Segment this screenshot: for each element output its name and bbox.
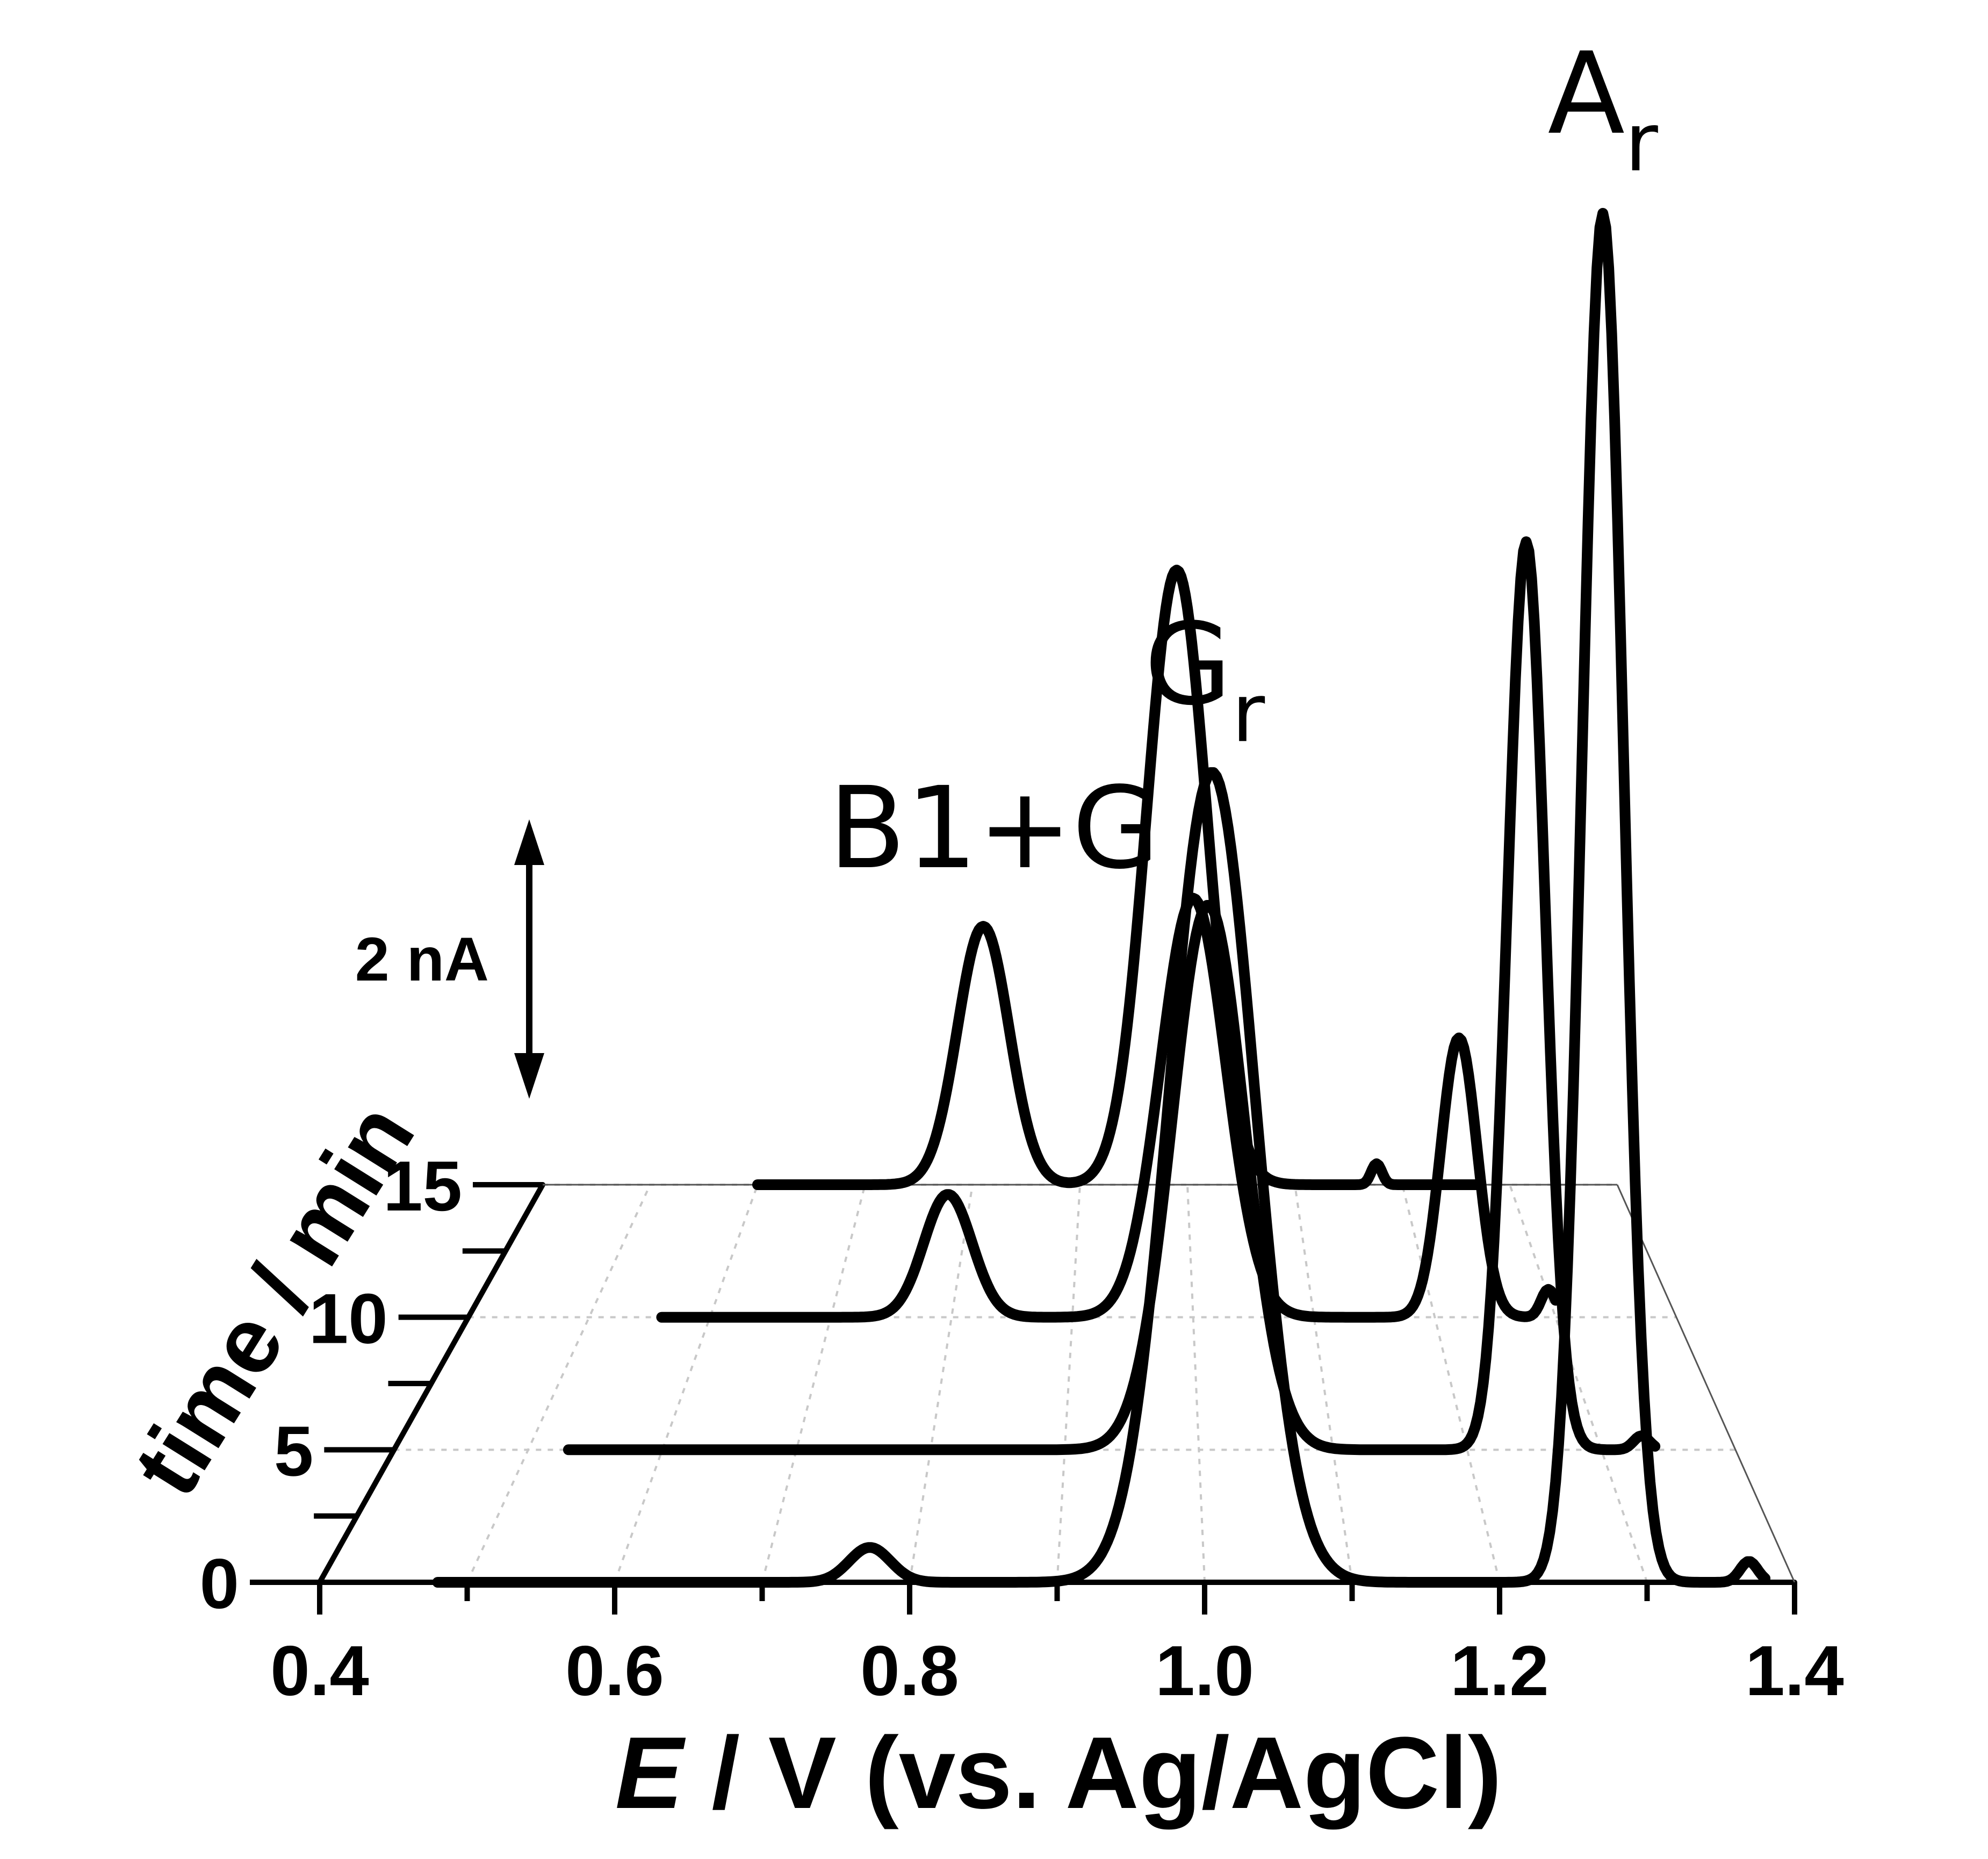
scale-bar-arrow-down [514,1053,544,1099]
x-tick-label: 1.2 [1450,1631,1549,1710]
peak-label-main: G [1144,599,1232,730]
time-tick-label: 5 [274,1411,313,1490]
grid-line-x [1294,1184,1353,1583]
right-edge-line [1616,1184,1796,1583]
grid-line-x [761,1184,866,1583]
grid-line-x [909,1184,974,1583]
grid-line-x [1186,1184,1206,1583]
peak-label-sub: r [1625,96,1658,190]
x-tick-label: 0.6 [565,1631,664,1710]
x-tick-label: 1.4 [1745,1631,1844,1710]
series-group [432,208,1771,1588]
series-line-t15 [752,565,1483,1190]
peak-label: B1+G [829,762,1159,894]
scale-bar-label: 2 nA [355,925,489,994]
grid-line-x [1056,1184,1081,1583]
x-axis-title-rest: / V (vs. Ag/AgCl) [683,1716,1502,1830]
time-tick-label: 15 [383,1147,462,1226]
x-tick-label: 1.0 [1155,1631,1254,1710]
series-line-t10 [656,892,1561,1323]
peak-label-main: A [1547,28,1625,160]
x-tick-label: 0.4 [270,1631,369,1710]
series-line-t5 [563,536,1661,1456]
x-tick-label: 0.8 [860,1631,959,1710]
x-axis-title: E / V (vs. Ag/AgCl) [615,1716,1502,1830]
peak-label-sub: r [1232,667,1265,760]
grid-line-x [1401,1184,1501,1583]
scale-bar-arrow-up [514,819,544,865]
time-tick-label: 10 [309,1279,388,1358]
time-tick-label: 0 [200,1544,239,1623]
peak-label: Gr [1144,599,1265,760]
x-axis-title-symbol: E [615,1716,686,1830]
grid-line-x [466,1184,651,1583]
peak-label: Ar [1547,28,1658,190]
series-line-t0 [432,208,1771,1588]
